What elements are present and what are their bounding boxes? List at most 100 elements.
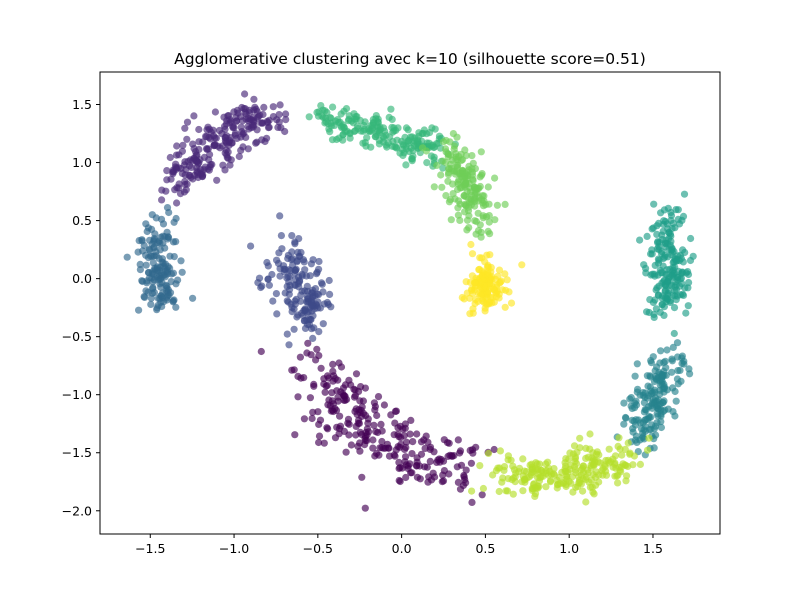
data-point bbox=[643, 232, 651, 240]
data-point bbox=[179, 141, 187, 149]
data-point bbox=[586, 445, 594, 453]
data-point bbox=[486, 230, 494, 238]
data-point bbox=[678, 268, 686, 277]
data-point bbox=[595, 471, 603, 479]
data-point bbox=[439, 164, 447, 172]
data-point bbox=[375, 140, 383, 148]
data-point bbox=[407, 416, 415, 424]
data-point bbox=[442, 192, 450, 200]
data-point bbox=[430, 183, 438, 191]
data-point bbox=[152, 248, 160, 256]
cluster-4 bbox=[613, 339, 694, 459]
data-point bbox=[265, 281, 273, 289]
data-point bbox=[218, 142, 226, 150]
data-point bbox=[669, 343, 677, 351]
data-point bbox=[136, 260, 144, 268]
data-point bbox=[305, 113, 313, 121]
data-point bbox=[169, 269, 177, 277]
data-point bbox=[276, 212, 284, 220]
data-point bbox=[315, 438, 323, 447]
data-point bbox=[172, 238, 180, 246]
data-point bbox=[546, 478, 555, 486]
data-point bbox=[364, 415, 372, 423]
cluster-7 bbox=[419, 130, 509, 241]
y-tick-label: 0.0 bbox=[72, 271, 92, 286]
data-point bbox=[455, 153, 463, 161]
data-point bbox=[317, 364, 325, 372]
data-point bbox=[662, 364, 670, 372]
data-point bbox=[356, 397, 364, 405]
cluster-5 bbox=[636, 190, 697, 338]
data-point bbox=[571, 457, 579, 465]
data-point bbox=[252, 139, 260, 147]
data-point bbox=[345, 420, 353, 428]
data-point bbox=[320, 439, 328, 447]
data-point bbox=[317, 279, 326, 287]
x-tick-label: 0.0 bbox=[392, 541, 412, 556]
data-point bbox=[511, 478, 519, 486]
data-point bbox=[478, 491, 486, 499]
data-point bbox=[484, 449, 493, 457]
data-point bbox=[161, 273, 169, 281]
data-point bbox=[352, 113, 360, 121]
data-point bbox=[530, 480, 538, 488]
data-point bbox=[573, 448, 581, 456]
data-point bbox=[163, 204, 172, 212]
data-point bbox=[323, 424, 331, 432]
x-tick-label: 1.0 bbox=[559, 541, 579, 556]
y-tick-label: −1.0 bbox=[62, 387, 92, 402]
data-point bbox=[171, 186, 179, 194]
data-point bbox=[480, 192, 488, 200]
data-point bbox=[404, 465, 412, 473]
data-point bbox=[226, 119, 234, 127]
data-point bbox=[211, 108, 219, 116]
data-point bbox=[657, 375, 666, 383]
data-point bbox=[291, 297, 299, 305]
data-point bbox=[453, 163, 461, 171]
data-point bbox=[341, 381, 350, 389]
data-point bbox=[595, 478, 603, 486]
data-point bbox=[468, 250, 477, 258]
data-point bbox=[631, 421, 640, 429]
data-point bbox=[668, 368, 676, 376]
data-point bbox=[482, 294, 490, 302]
data-point bbox=[648, 225, 656, 233]
data-point bbox=[226, 161, 234, 169]
data-point bbox=[622, 477, 630, 485]
data-point bbox=[370, 399, 378, 407]
data-point bbox=[388, 123, 396, 131]
data-point bbox=[660, 206, 669, 214]
data-point bbox=[387, 411, 395, 419]
data-point bbox=[670, 304, 679, 312]
data-point bbox=[309, 334, 317, 342]
data-point bbox=[507, 299, 516, 307]
data-point bbox=[466, 188, 474, 196]
x-tick-label: −0.5 bbox=[303, 541, 333, 556]
data-point bbox=[329, 360, 337, 368]
data-point bbox=[172, 303, 180, 311]
data-point bbox=[474, 209, 482, 217]
data-point bbox=[278, 245, 286, 253]
data-point bbox=[519, 455, 527, 463]
data-point bbox=[235, 152, 243, 161]
data-point bbox=[652, 305, 661, 313]
y-axis: 1.5 1.0 0.5 0.0 −0.5 −1.0 −1.5 −2.0 bbox=[62, 97, 100, 518]
data-point bbox=[618, 463, 626, 471]
data-point bbox=[498, 478, 506, 486]
data-point bbox=[456, 449, 464, 457]
data-point bbox=[582, 473, 590, 481]
data-point bbox=[356, 439, 364, 447]
cluster-8 bbox=[468, 430, 653, 506]
data-point bbox=[301, 266, 309, 274]
data-point bbox=[668, 357, 677, 365]
data-point bbox=[391, 143, 399, 151]
data-point bbox=[347, 381, 355, 389]
data-point bbox=[649, 298, 658, 307]
data-point bbox=[370, 421, 378, 429]
data-point bbox=[666, 230, 675, 238]
data-point bbox=[577, 466, 585, 474]
data-point bbox=[577, 480, 586, 488]
data-point bbox=[317, 102, 325, 110]
data-point bbox=[313, 108, 321, 116]
